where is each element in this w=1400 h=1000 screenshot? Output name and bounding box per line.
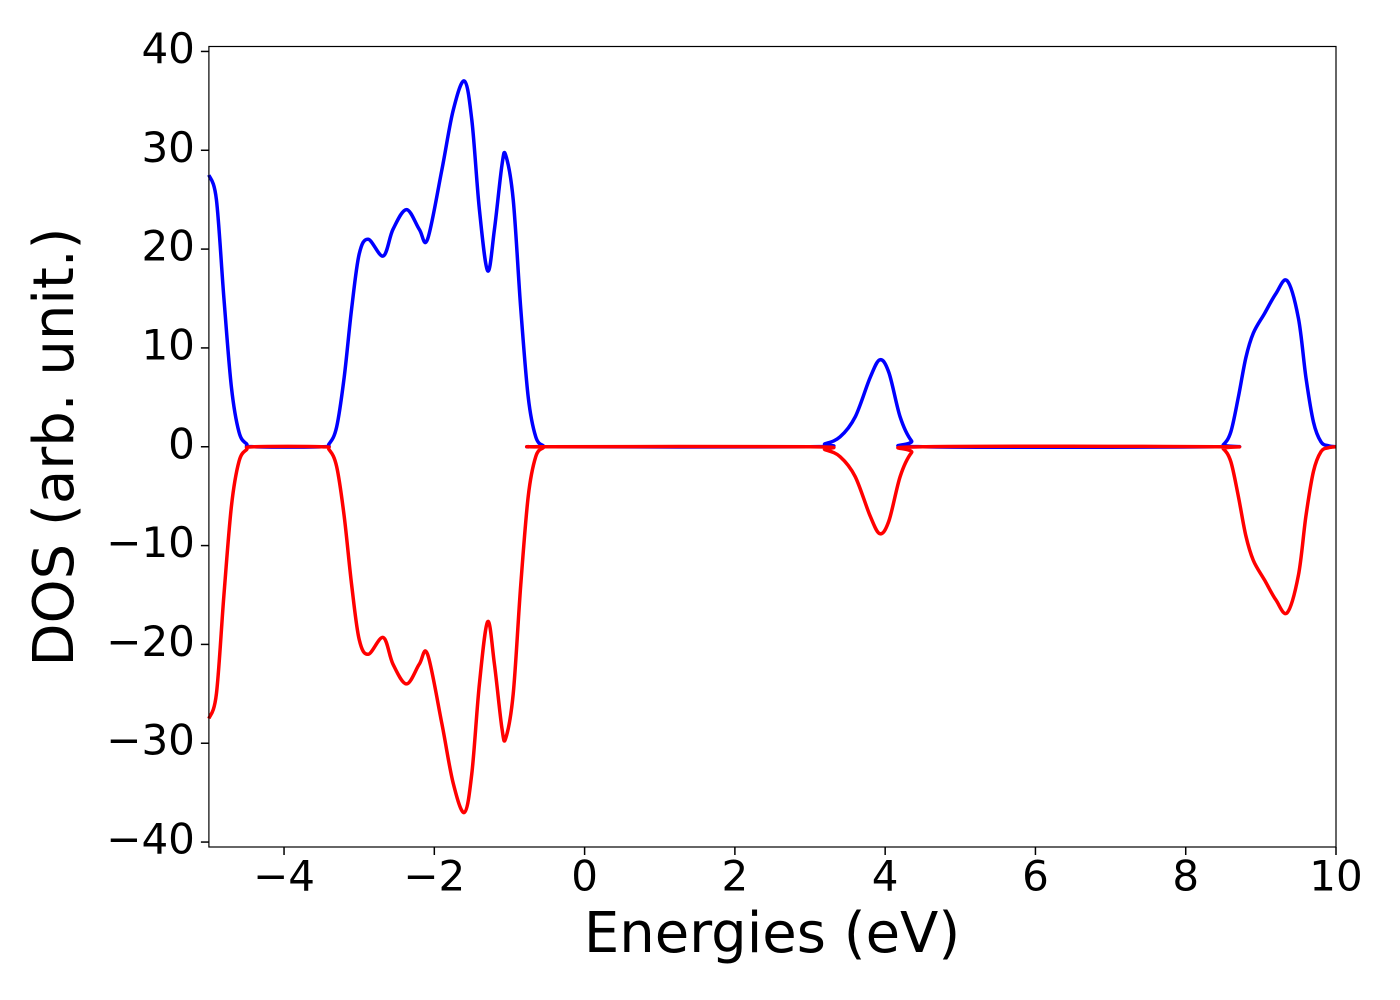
dos-line	[207, 79, 1337, 450]
x-tick-label: 4	[872, 852, 899, 901]
y-tick-label: 10	[141, 320, 194, 369]
y-tick-label: −10	[106, 518, 195, 567]
y-tick-label: 0	[168, 419, 195, 468]
y-tick-label: −40	[106, 815, 195, 864]
x-tick-label: −2	[403, 852, 465, 901]
x-tick-label: 10	[1309, 852, 1362, 901]
x-tick-label: 2	[722, 852, 749, 901]
x-tick-label: 6	[1022, 852, 1049, 901]
y-tick-label: −20	[106, 617, 195, 666]
y-tick-label: −30	[106, 716, 195, 765]
x-tick-label: −4	[253, 852, 315, 901]
y-tick-label: 40	[141, 24, 194, 73]
y-tick-label: 20	[141, 222, 194, 271]
x-tick-label: 0	[571, 852, 598, 901]
plot-frame	[208, 45, 1337, 848]
x-tick-label: 8	[1172, 852, 1199, 901]
dos-line	[207, 444, 1337, 815]
x-axis-label: Energies (eV)	[584, 901, 960, 966]
y-axis-label: DOS (arb. unit.)	[22, 227, 87, 666]
y-tick-label: 30	[141, 123, 194, 172]
